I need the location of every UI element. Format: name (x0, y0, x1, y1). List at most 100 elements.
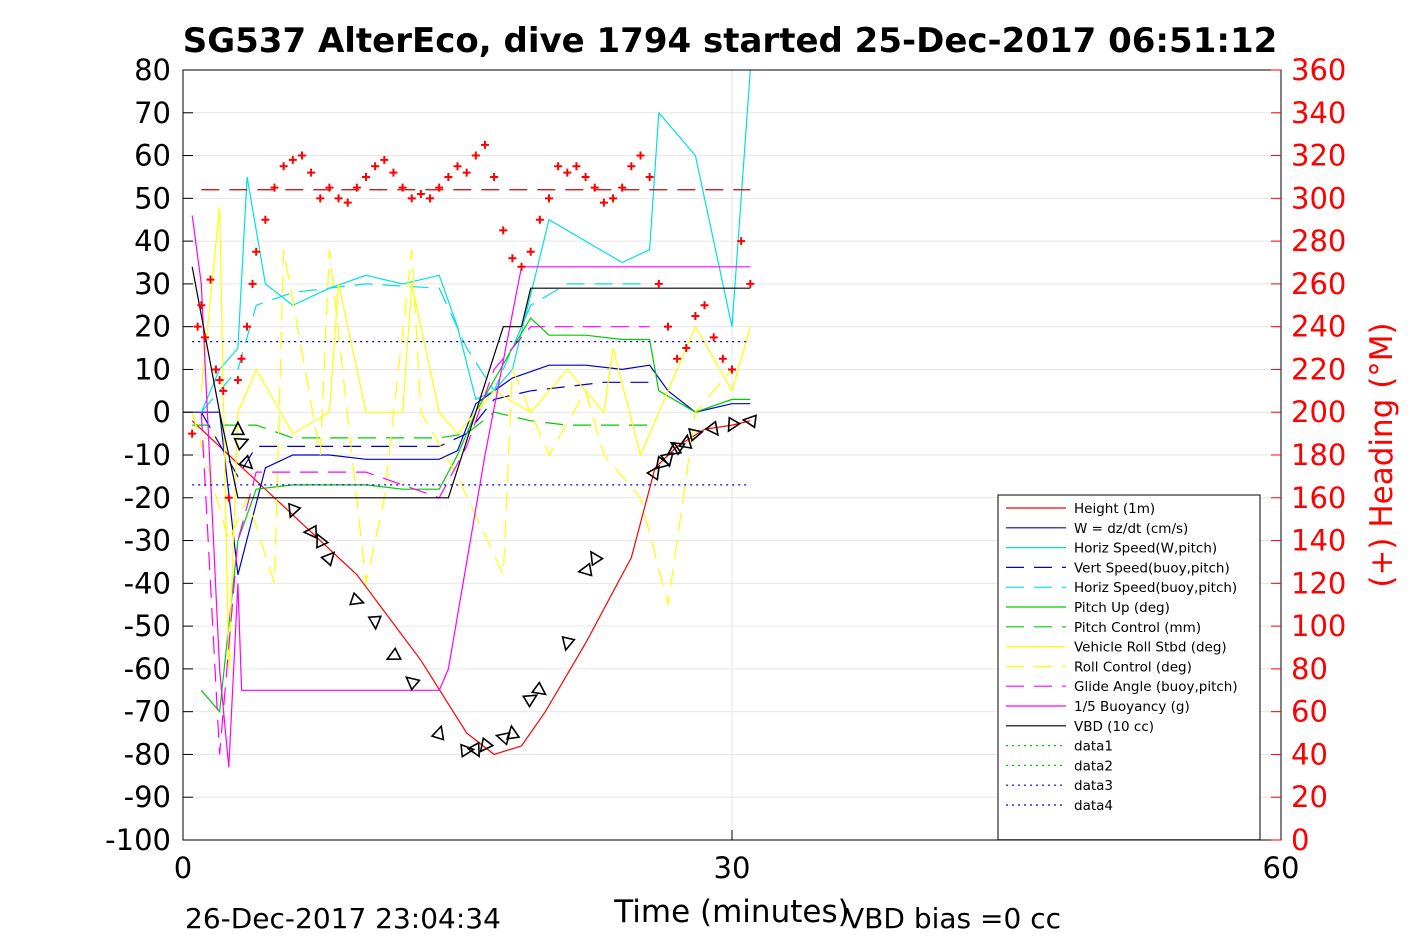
heading-point (206, 275, 215, 284)
heading-point (718, 354, 727, 363)
dive-marker (576, 562, 593, 577)
series-line-4 (200, 283, 650, 413)
y2-tick-label: 360 (1291, 53, 1346, 87)
heading-point (618, 183, 627, 192)
y-tick-label: -40 (124, 566, 171, 600)
legend-label: Roll Control (deg) (1074, 659, 1192, 675)
y-tick-label: -50 (124, 609, 171, 643)
heading-point (599, 198, 608, 207)
dive-marker (233, 437, 250, 452)
dive-marker (589, 550, 605, 567)
heading-point (545, 194, 553, 203)
heading-point (398, 183, 407, 192)
dive-marker (655, 455, 672, 470)
heading-point (700, 301, 709, 310)
heading-point (316, 194, 325, 203)
dive-marker (704, 420, 719, 437)
heading-point (517, 262, 526, 271)
heading-point (352, 183, 361, 192)
chart-title: SG537 AlterEco, dive 1794 started 25-Dec… (183, 21, 1278, 61)
y-tick-label: 10 (134, 352, 171, 386)
heading-point (535, 215, 544, 224)
footer-vbd-bias: VBD bias =0 cc (845, 902, 1061, 935)
heading-point (480, 140, 489, 149)
heading-point (691, 311, 700, 320)
dive-marker (430, 724, 445, 741)
heading-point (499, 226, 508, 235)
heading-point (215, 376, 224, 385)
legend-label: 1/5 Buoyancy (g) (1074, 699, 1190, 715)
legend-label: data3 (1074, 778, 1113, 794)
marker-layer (188, 140, 757, 759)
legend-label: Horiz Speed(buoy,pitch) (1074, 580, 1237, 596)
y2-tick-label: 340 (1291, 96, 1346, 130)
heading-point (197, 301, 206, 310)
legend-label: Glide Angle (buoy,pitch) (1074, 679, 1238, 695)
dive-marker (320, 551, 336, 567)
y-tick-label: -90 (124, 780, 171, 814)
dive-marker (302, 524, 318, 540)
series-line-7 (200, 206, 751, 669)
y-tick-label: 0 (153, 395, 171, 429)
legend-label: Pitch Control (mm) (1074, 620, 1201, 636)
dive-marker (669, 441, 686, 456)
y2-tick-label: 300 (1291, 181, 1346, 215)
dive-marker (530, 680, 547, 696)
heading-point (746, 279, 755, 288)
heading-point (572, 162, 581, 171)
heading-point (444, 172, 453, 181)
y-tick-label: -80 (124, 737, 171, 771)
y2-tick-label: 140 (1291, 524, 1346, 558)
dive-marker (645, 464, 661, 481)
x-axis-label: Time (minutes) (613, 894, 849, 930)
heading-point (211, 365, 220, 374)
y2-tick-label: 220 (1291, 352, 1346, 386)
heading-point (663, 322, 672, 331)
legend-label: Vehicle Roll Stbd (deg) (1074, 640, 1227, 656)
footer-timestamp: 26-Dec-2017 23:04:34 (185, 902, 501, 935)
legend-label: Pitch Up (deg) (1074, 600, 1170, 616)
heading-point (307, 168, 316, 177)
heading-point (380, 155, 389, 164)
series-line-6 (192, 411, 650, 439)
y-tick-label: -30 (124, 524, 171, 558)
heading-point (673, 354, 682, 363)
heading-point (334, 194, 343, 203)
y-tick-label: 40 (134, 224, 171, 258)
x-tick-label: 60 (1263, 851, 1300, 885)
dive-marker (367, 615, 383, 631)
heading-point (219, 386, 228, 395)
y-tick-label: 80 (134, 53, 171, 87)
heading-point (490, 172, 499, 181)
y-tick-label: 20 (134, 310, 171, 344)
heading-point (193, 322, 202, 331)
x-tick-label: 0 (174, 851, 192, 885)
heading-point (435, 183, 444, 192)
series-line-10 (191, 215, 751, 768)
legend-label: W = dz/dt (cm/s) (1074, 521, 1188, 537)
y2-tick-label: 320 (1291, 139, 1346, 173)
heading-point (737, 237, 746, 246)
heading-point (526, 247, 535, 256)
dive-marker (659, 452, 674, 468)
legend-label: data1 (1074, 739, 1113, 755)
y2-tick-label: 280 (1291, 224, 1346, 258)
y2-tick-label: 80 (1291, 652, 1328, 686)
heading-point (508, 254, 517, 263)
series-line-2 (200, 69, 751, 413)
y2-tick-label: 260 (1291, 267, 1346, 301)
legend-label: data2 (1074, 758, 1113, 774)
dive-marker (521, 694, 539, 709)
y-tick-label: -20 (124, 481, 171, 515)
dive-marker (688, 427, 704, 443)
y2-tick-label: 200 (1291, 395, 1346, 429)
dive-marker (316, 532, 330, 549)
y2-tick-label: 100 (1291, 609, 1346, 643)
heading-point (325, 183, 334, 192)
heading-point (636, 151, 645, 160)
dive-marker (237, 454, 254, 470)
heading-point (645, 172, 654, 181)
dive-marker (466, 741, 481, 758)
dive-marker (460, 743, 476, 759)
y2-tick-label: 40 (1291, 737, 1328, 771)
